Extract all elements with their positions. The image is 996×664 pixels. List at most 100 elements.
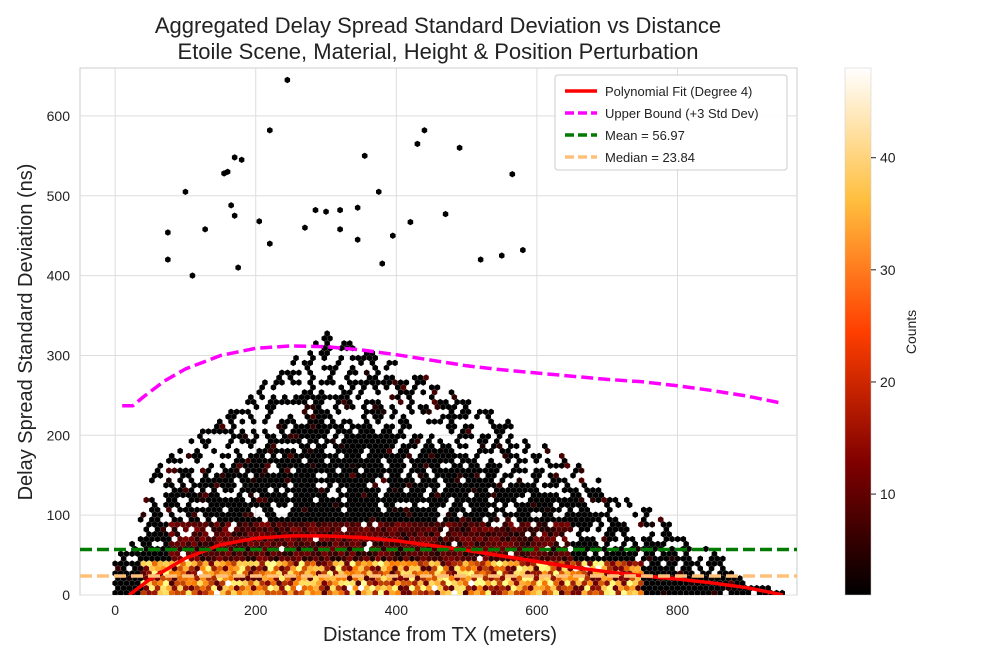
hexbin-cell: [358, 487, 364, 494]
hexbin-cell: [239, 457, 246, 464]
hexbin-cell: [366, 423, 373, 430]
hexbin-cell: [296, 516, 302, 523]
hexbin-cell: [267, 506, 274, 513]
hexbin-cell: [508, 531, 514, 538]
hexbin-cell: [607, 526, 613, 533]
hexbin-cell: [318, 487, 325, 494]
hexbin-cell: [174, 491, 181, 499]
hexbin-cell: [361, 472, 367, 479]
hexbin-cell: [120, 565, 127, 572]
hexbin-cell: [194, 506, 200, 513]
hexbin-cell: [697, 584, 703, 592]
hexbin-cell: [321, 433, 328, 440]
hexbin-cell: [434, 560, 441, 567]
hexbin-cell: [355, 394, 361, 401]
hexbin-cell: [556, 496, 562, 504]
hexbin-cell: [559, 589, 565, 595]
hexbin-cell: [284, 457, 291, 464]
hexbin-cell: [465, 428, 472, 435]
hexbin-cell: [496, 482, 503, 489]
hexbin-cell: [392, 408, 398, 415]
hexbin-cell: [505, 457, 511, 464]
hexbin-cell: [129, 560, 135, 567]
hexbin-cell: [635, 584, 641, 592]
hexbin-cell: [282, 560, 288, 567]
hexbin-cell: [536, 491, 542, 499]
hexbin-cell: [460, 555, 466, 562]
hexbin-cell: [293, 560, 299, 567]
hexbin-cell: [465, 477, 472, 484]
hexbin-cell: [409, 389, 415, 396]
hexbin-cell: [273, 516, 279, 523]
legend: Polynomial Fit (Degree 4)Upper Bound (+3…: [554, 74, 788, 171]
hexbin-cell: [185, 540, 192, 548]
hexbin-cell: [508, 482, 514, 489]
hexbin-cell: [547, 472, 554, 479]
hexbin-cell: [200, 565, 206, 572]
hexbin-cell: [454, 516, 460, 523]
hexbin-cell: [296, 565, 302, 572]
hexbin-cell: [519, 550, 525, 557]
hexbin-cell: [208, 560, 214, 567]
hexbin-cell: [508, 472, 514, 479]
hexbin-cell: [488, 535, 494, 543]
hexbin-cell: [151, 531, 158, 538]
hexbin-cell: [502, 491, 508, 499]
hexbin-cell: [284, 438, 291, 445]
hexbin-cell: [573, 496, 579, 504]
hexbin-cell: [361, 560, 367, 567]
hexbin-cell: [431, 496, 438, 504]
hexbin-outlier: [228, 202, 234, 209]
hexbin-cell: [544, 496, 551, 504]
hexbin-cell: [564, 589, 571, 595]
hexbin-cell: [349, 580, 356, 587]
hexbin-cell: [544, 555, 551, 562]
hexbin-cell: [474, 589, 480, 595]
hexbin-cell: [581, 560, 588, 567]
hexbin-cell: [279, 438, 285, 445]
hexbin-cell: [361, 511, 367, 518]
hexbin-cell: [559, 501, 565, 509]
hexbin-cell: [296, 526, 302, 533]
hexbin-cell: [423, 580, 429, 587]
hexbin-cell: [347, 418, 353, 425]
hexbin-cell: [267, 447, 274, 455]
hexbin-cell: [465, 584, 472, 592]
hexbin-cell: [146, 589, 152, 595]
grid: [80, 68, 797, 596]
hexbin-cell: [417, 550, 424, 557]
hexbin-cell: [219, 452, 226, 460]
hexbin-cell: [474, 462, 480, 469]
hexbin-cell: [451, 413, 458, 420]
hexbin-cell: [429, 560, 435, 567]
hexbin-cell: [570, 540, 576, 548]
x-axis-label: Distance from TX (meters): [323, 624, 557, 646]
hexbin-cell: [496, 589, 503, 595]
hexbin-cell: [533, 506, 540, 513]
hexbin-cell: [462, 472, 469, 479]
hexbin-cell: [380, 408, 387, 415]
hexbin-cell: [426, 526, 432, 533]
hexbin-cell: [485, 482, 491, 489]
hexbin-cell: [163, 560, 169, 567]
hexbin-cell: [434, 462, 441, 469]
hexbin-cell: [349, 501, 356, 509]
hexbin-cell: [327, 335, 333, 342]
hexbin-cell: [290, 526, 296, 533]
hexbin-cell: [363, 506, 370, 513]
hexbin-cell: [214, 472, 220, 479]
hexbin-cell: [276, 501, 282, 509]
hexbin-cell: [482, 535, 489, 543]
hexbin-cell: [304, 580, 311, 587]
hexbin-cell: [222, 526, 229, 533]
hexbin-cell: [129, 580, 135, 587]
hexbin-cell: [315, 540, 322, 548]
hexbin-cell: [375, 506, 381, 513]
hexbin-cell: [440, 560, 446, 567]
hexbin-cell: [290, 447, 296, 455]
hexbin-cell: [256, 584, 263, 592]
hexbin-cell: [621, 580, 627, 587]
hexbin-cell: [437, 535, 443, 543]
hexbin-cell: [248, 442, 254, 450]
